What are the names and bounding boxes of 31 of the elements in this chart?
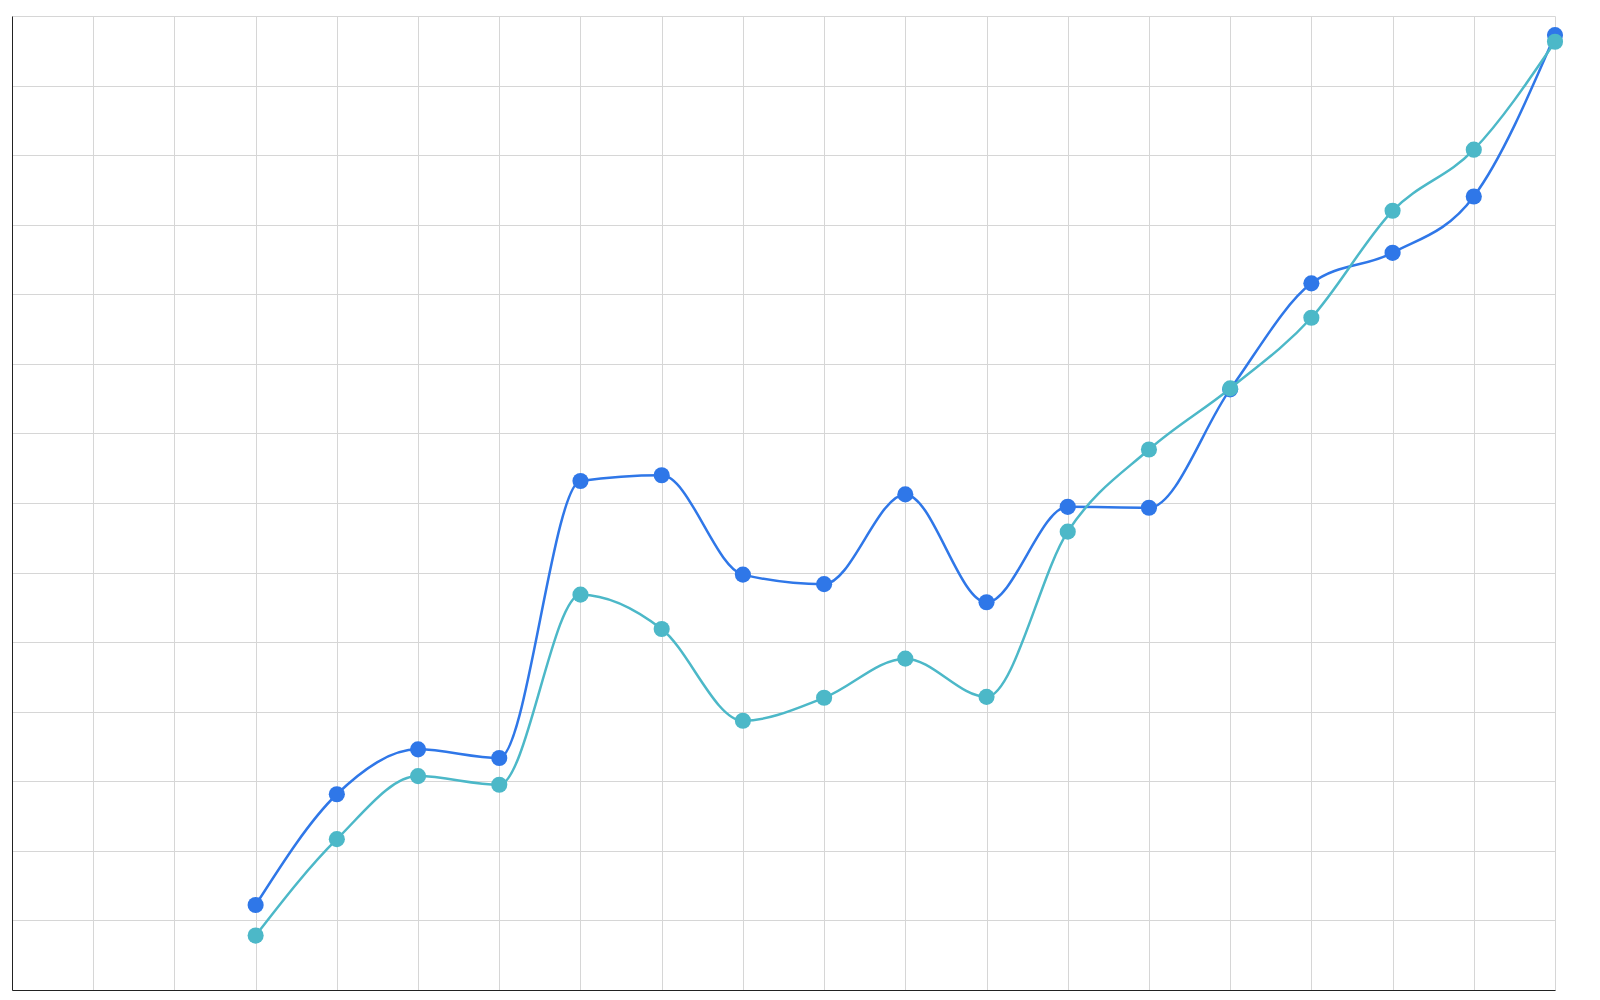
point [1303,309,1320,326]
point [897,650,914,667]
point [1140,499,1158,516]
point [734,712,751,729]
point [897,486,914,503]
point [1384,202,1401,219]
point [1465,141,1482,158]
point [653,467,670,484]
point [1546,33,1564,50]
point [409,741,427,758]
point [1059,498,1076,515]
point [653,621,670,638]
point [816,689,833,706]
point [247,896,264,914]
point [1140,441,1158,458]
point [409,768,427,785]
point [1384,244,1401,261]
point [1059,523,1076,540]
point [491,776,508,793]
point [491,749,508,766]
point [247,927,264,944]
point [978,594,995,611]
point [328,786,345,803]
point [734,566,751,583]
point [1303,275,1320,292]
point [572,586,589,603]
point [1465,188,1482,205]
point [816,576,833,593]
point [328,831,345,848]
point [572,472,589,490]
point [978,688,995,705]
